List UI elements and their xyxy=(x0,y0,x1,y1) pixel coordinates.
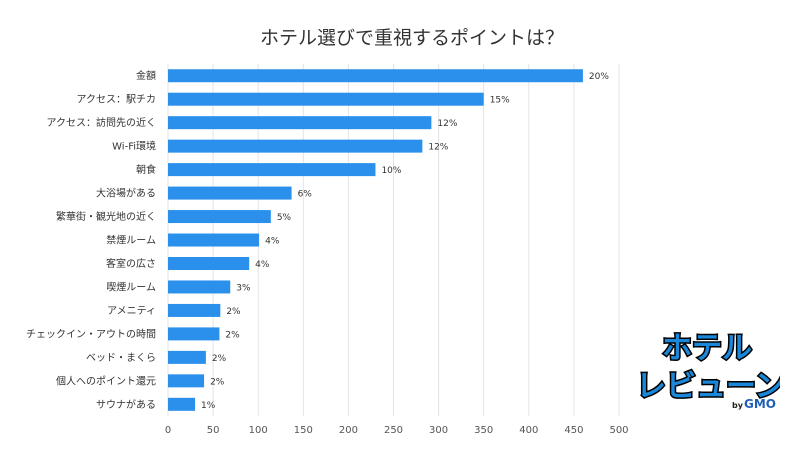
logo-line-1: ホテル xyxy=(662,331,752,366)
bar xyxy=(168,327,220,341)
data-label: 5% xyxy=(277,213,292,223)
data-label: 6% xyxy=(298,190,313,200)
logo-gmo: GMO xyxy=(744,397,776,411)
data-label: 2% xyxy=(226,307,241,317)
bar xyxy=(168,139,423,153)
category-label: アメニティ xyxy=(107,306,156,317)
data-label: 2% xyxy=(210,377,225,387)
bar xyxy=(168,210,271,224)
chart-title: ホテル選びで重視するポイントは？ xyxy=(260,27,564,49)
logo-by: by xyxy=(732,401,744,410)
category-label: ベッド・まくら xyxy=(86,352,156,364)
bar xyxy=(168,303,221,317)
x-tick-label: 150 xyxy=(294,425,313,436)
category-label: Wi-Fi環境 xyxy=(112,140,156,153)
data-label: 20% xyxy=(589,72,609,82)
bar xyxy=(168,116,432,130)
category-label: 個人へのポイント還元 xyxy=(56,374,156,387)
bar xyxy=(168,350,206,364)
data-label: 4% xyxy=(265,237,280,247)
bar xyxy=(168,186,292,200)
data-label: 1% xyxy=(201,401,216,411)
bar xyxy=(168,163,376,177)
category-label: 朝食 xyxy=(136,163,156,176)
category-label: 大浴場がある xyxy=(96,187,156,200)
x-tick-label: 450 xyxy=(564,425,583,436)
bar xyxy=(168,92,484,106)
x-tick-label: 50 xyxy=(207,425,220,436)
data-label: 4% xyxy=(255,260,270,270)
x-tick-label: 250 xyxy=(384,425,403,436)
x-tick-label: 300 xyxy=(429,425,448,436)
category-label: アクセス：訪問先の近く xyxy=(47,116,157,129)
data-label: 12% xyxy=(437,119,457,129)
bar xyxy=(168,233,260,247)
category-label: チェックイン・アウトの時間 xyxy=(26,328,156,340)
category-label: 金額 xyxy=(136,69,156,82)
x-axis-ticks: 0 50 100 150 200 250 300 350 400 450 500 xyxy=(165,425,629,436)
x-tick-label: 500 xyxy=(609,425,628,436)
bar xyxy=(168,374,205,388)
x-tick-label: 200 xyxy=(339,425,358,436)
data-label: 2% xyxy=(212,354,227,364)
category-label: 禁煙ルーム xyxy=(106,235,156,247)
data-label: 2% xyxy=(225,330,240,340)
bar xyxy=(168,397,196,411)
data-label: 15% xyxy=(490,96,510,106)
hotel-review-logo: ホテル レビューン by GMO xyxy=(635,330,781,412)
data-label: 10% xyxy=(381,166,401,176)
data-label: 3% xyxy=(236,283,251,293)
x-tick-label: 350 xyxy=(474,425,493,436)
bar xyxy=(168,256,250,270)
x-tick-label: 400 xyxy=(519,425,538,436)
category-label: 繁華街・観光地の近く xyxy=(56,210,156,223)
x-tick-label: 0 xyxy=(165,425,171,436)
data-label: 12% xyxy=(428,143,448,153)
bars xyxy=(168,69,583,411)
category-label: アクセス：駅チカ xyxy=(77,94,157,106)
data-labels: 20% 15% 12% 12% 10% 6% 5% 4% 4% 3% 2% 2% 2% 2% 1% xyxy=(201,72,609,411)
x-tick-label: 100 xyxy=(249,425,268,436)
category-label: 喫煙ルーム xyxy=(106,281,156,293)
bar xyxy=(168,280,231,294)
logo-line-2: レビューン xyxy=(636,369,780,404)
category-label: 客室の広さ xyxy=(106,257,156,270)
bar xyxy=(168,69,583,83)
category-label: サウナがある xyxy=(96,398,156,411)
